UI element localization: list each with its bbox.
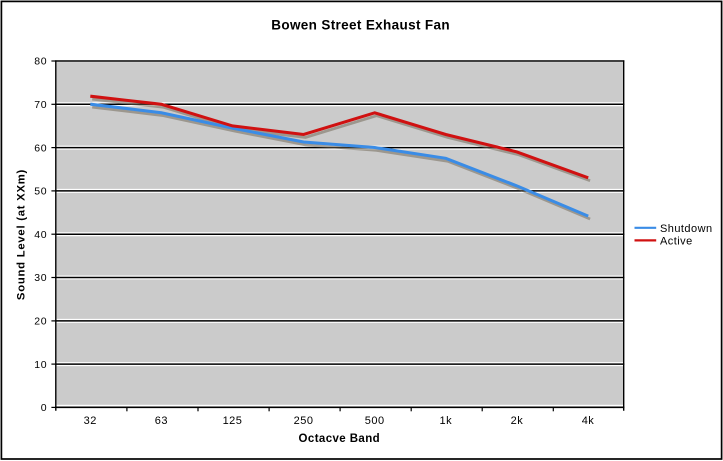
svg-text:1k: 1k (439, 415, 452, 427)
svg-text:63: 63 (155, 415, 168, 427)
svg-text:Bowen Street Exhaust Fan: Bowen Street Exhaust Fan (271, 18, 450, 33)
svg-text:30: 30 (34, 272, 47, 284)
svg-text:125: 125 (223, 415, 243, 427)
svg-text:2k: 2k (511, 415, 524, 427)
svg-text:Active: Active (660, 236, 693, 248)
svg-text:50: 50 (34, 186, 47, 198)
svg-text:10: 10 (34, 359, 47, 371)
svg-text:Sound Level (at XXm): Sound Level (at XXm) (15, 169, 27, 300)
svg-text:70: 70 (34, 99, 47, 111)
svg-text:80: 80 (34, 56, 47, 68)
svg-text:20: 20 (34, 316, 47, 328)
svg-text:4k: 4k (582, 415, 595, 427)
svg-text:40: 40 (34, 229, 47, 241)
svg-text:250: 250 (294, 415, 314, 427)
svg-text:32: 32 (84, 415, 97, 427)
svg-text:500: 500 (365, 415, 385, 427)
svg-text:Octacve Band: Octacve Band (299, 433, 381, 445)
svg-text:Shutdown: Shutdown (660, 223, 713, 235)
svg-text:60: 60 (34, 142, 47, 154)
svg-text:0: 0 (41, 402, 48, 414)
